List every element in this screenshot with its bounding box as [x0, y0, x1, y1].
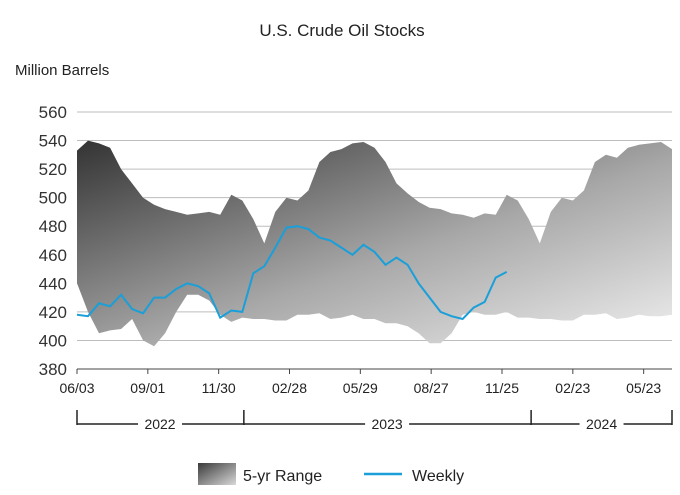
- weekly-line: [76, 225, 508, 321]
- y-tick-label: 500: [39, 189, 67, 208]
- year-label: 2024: [586, 416, 617, 432]
- x-tick-label: 05/23: [626, 380, 661, 396]
- x-tick-label: 09/01: [130, 380, 165, 396]
- year-axis: 2022 2023 2024: [76, 410, 673, 433]
- y-tick-label: 560: [39, 103, 67, 122]
- y-tick-label: 540: [39, 132, 67, 151]
- year-label-bg: [138, 415, 183, 433]
- x-tick-label: 06/03: [59, 380, 94, 396]
- year-label-bg: [365, 415, 410, 433]
- legend: 5-yr Range Weekly: [198, 463, 464, 485]
- x-tick-label: 08/27: [414, 380, 449, 396]
- y-tick-label: 460: [39, 246, 67, 265]
- x-tick-label: 02/23: [555, 380, 590, 396]
- weekly-series-line: [76, 225, 508, 321]
- chart-title: U.S. Crude Oil Stocks: [259, 21, 424, 40]
- y-tick-label: 420: [39, 303, 67, 322]
- y-tick-label: 380: [39, 360, 67, 379]
- y-tick-label: 480: [39, 217, 67, 236]
- y-tick-label: 440: [39, 274, 67, 293]
- y-axis-label: Million Barrels: [15, 62, 109, 79]
- legend-label-weekly: Weekly: [412, 468, 464, 485]
- y-axis: 380 400 420 440 460 480 500 520 540 560: [39, 103, 67, 379]
- y-tick-label: 400: [39, 331, 67, 350]
- legend-swatch-range: [198, 463, 236, 485]
- x-axis: 06/03 09/01 11/30 02/28 05/29 08/27 11/25 02/23…: [59, 368, 672, 396]
- x-tick-label: 11/30: [202, 380, 236, 396]
- x-tick-label: 02/28: [272, 380, 307, 396]
- x-tick-label: 11/25: [485, 380, 519, 396]
- legend-label-range: 5-yr Range: [243, 468, 322, 485]
- year-label-bg: [579, 415, 624, 433]
- y-tick-label: 520: [39, 160, 67, 179]
- year-label: 2023: [372, 416, 403, 432]
- range-area: [77, 140, 672, 347]
- x-tick-label: 05/29: [343, 380, 378, 396]
- five-year-range-band: [77, 140, 672, 347]
- year-label: 2022: [144, 416, 175, 432]
